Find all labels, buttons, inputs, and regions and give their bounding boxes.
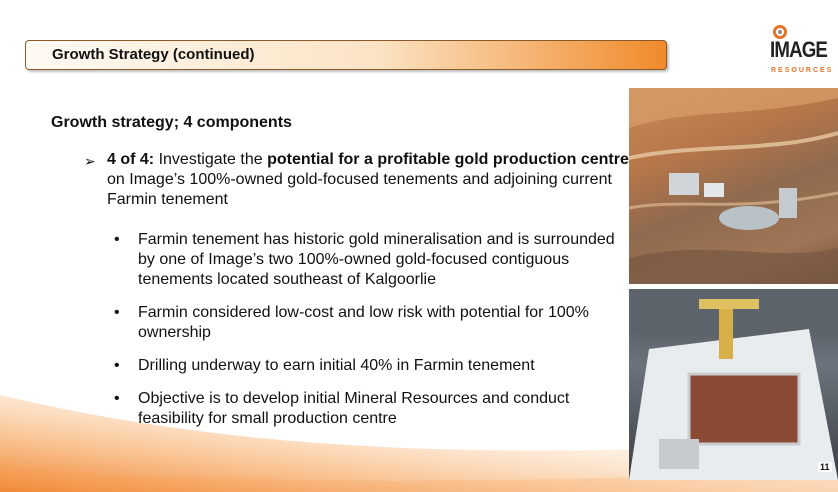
main-point-text-a: Investigate the bbox=[154, 151, 268, 168]
bullet-dot-icon: • bbox=[114, 231, 120, 248]
bullet-item: • Drilling underway to earn initial 40% i… bbox=[114, 356, 634, 376]
bullet-text: Drilling underway to earn initial 40% in… bbox=[138, 357, 535, 374]
section-heading: Growth strategy; 4 components bbox=[51, 114, 292, 131]
bullet-dot-icon: • bbox=[114, 390, 120, 407]
mine-site-aerial-photo bbox=[629, 88, 838, 284]
slide-title-bar: Growth Strategy (continued) bbox=[25, 40, 667, 70]
main-point-text-b: on Image’s 100%-owned gold-focused tenem… bbox=[107, 171, 612, 208]
bullet-list: • Farmin tenement has historic gold miner… bbox=[114, 230, 634, 442]
arrow-bullet-icon: ➢ bbox=[84, 153, 96, 169]
page-number: 11 bbox=[818, 462, 832, 472]
main-point-emphasis: potential for a profitable gold producti… bbox=[267, 151, 629, 168]
main-point-text: 4 of 4: Investigate the potential for a … bbox=[107, 150, 629, 210]
bullet-item: • Farmin tenement has historic gold miner… bbox=[114, 230, 634, 290]
main-point-lead: 4 of 4: bbox=[107, 151, 155, 168]
logo-ring-icon bbox=[773, 25, 787, 39]
bullet-text: Farmin considered low-cost and low risk … bbox=[138, 304, 589, 341]
main-point: ➢ 4 of 4: Investigate the potential for … bbox=[84, 150, 629, 210]
logo-subtitle: RESOURCES bbox=[771, 67, 834, 74]
slide-title: Growth Strategy (continued) bbox=[52, 46, 255, 63]
bullet-dot-icon: • bbox=[114, 304, 120, 321]
ship-loading-photo bbox=[629, 289, 838, 480]
bullet-item: • Objective is to develop initial Mineral… bbox=[114, 389, 634, 429]
bullet-text: Farmin tenement has historic gold minera… bbox=[138, 231, 615, 288]
bullet-item: • Farmin considered low-cost and low risk… bbox=[114, 303, 634, 343]
company-logo: IMAGE RESOURCES bbox=[757, 22, 837, 78]
logo-name: IMAGE bbox=[770, 37, 828, 62]
bullet-dot-icon: • bbox=[114, 357, 120, 374]
bullet-text: Objective is to develop initial Mineral … bbox=[138, 390, 570, 427]
